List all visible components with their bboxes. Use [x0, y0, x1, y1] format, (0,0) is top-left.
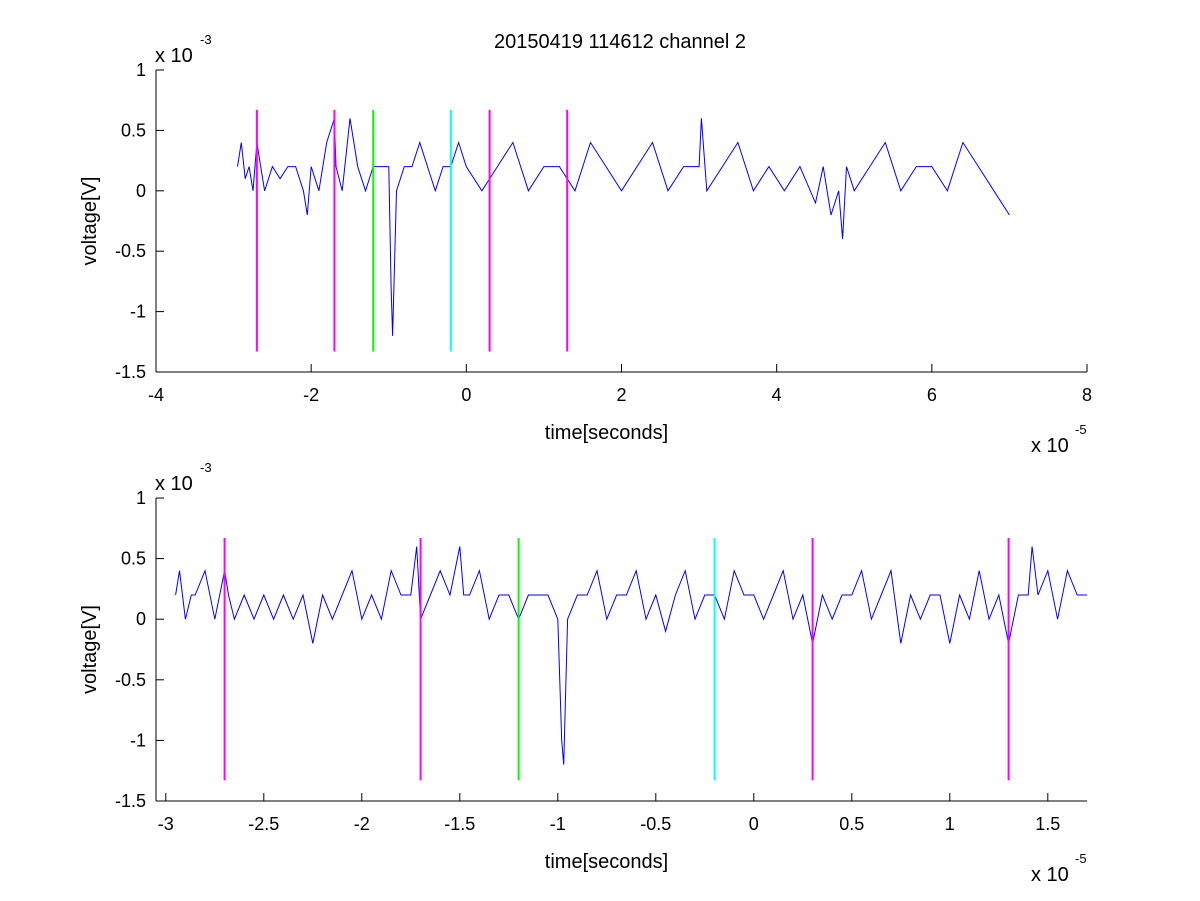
y-tick-label: 0 [136, 609, 146, 629]
x-multiplier-base: x 10 [1031, 435, 1069, 457]
bottom-plot: -3 -2.5 -2 -1.5 -1 -0.5 0 0.5 1 1.5 -1.5 -1 -0.5 0 0.5… [79, 460, 1087, 886]
y-tick-label: 0.5 [121, 549, 146, 569]
x-axis-label: time[seconds] [545, 851, 668, 873]
y-tick-label: -1.5 [115, 362, 146, 382]
y-axis-label: voltage[V] [79, 177, 101, 266]
y-tick-label: -1 [130, 302, 146, 322]
figure-title: 20150419 114612 channel 2 [494, 31, 746, 53]
x-tick-label: -1.5 [444, 814, 475, 834]
y-tick-label: 1 [136, 60, 146, 80]
x-tick-label: -3 [158, 814, 174, 834]
x-tick-label: -1 [550, 814, 566, 834]
x-tick-label: -2 [354, 814, 370, 834]
y-tick-label: 1 [136, 488, 146, 508]
y-multiplier-base: x 10 [155, 473, 193, 495]
x-tick-label: 0 [749, 814, 759, 834]
x-tick-label: -2.5 [248, 814, 279, 834]
x-tick-label: 6 [927, 385, 937, 405]
x-tick-label: -2 [303, 385, 319, 405]
x-tick-label: 0.5 [839, 814, 864, 834]
x-tick-label: 1 [945, 814, 955, 834]
y-axis-label: voltage[V] [79, 605, 101, 694]
voltage-trace [237, 118, 1010, 336]
voltage-trace [175, 546, 1087, 765]
y-multiplier-exponent: -3 [200, 32, 212, 47]
y-tick-label: 0.5 [121, 120, 146, 140]
x-tick-label: 1.5 [1035, 814, 1060, 834]
y-multiplier-base: x 10 [155, 45, 193, 67]
x-tick-label: 4 [772, 385, 782, 405]
y-tick-label: -0.5 [115, 241, 146, 261]
x-multiplier-exponent: -5 [1075, 422, 1087, 437]
y-tick-label: -0.5 [115, 670, 146, 690]
x-multiplier-base: x 10 [1031, 864, 1069, 886]
y-tick-label: 0 [136, 181, 146, 201]
top-plot: -4 -2 0 2 4 6 8 -1.5 -1 -0.5 0 0.5 1 time[seconds] vol… [79, 32, 1092, 457]
y-multiplier-exponent: -3 [200, 460, 212, 475]
x-multiplier-exponent: -5 [1075, 851, 1087, 866]
x-axis-label: time[seconds] [545, 422, 668, 444]
x-tick-label: -0.5 [640, 814, 671, 834]
y-tick-label: -1 [130, 730, 146, 750]
x-tick-label: 2 [616, 385, 626, 405]
x-tick-label: 0 [461, 385, 471, 405]
x-tick-label: -4 [148, 385, 164, 405]
x-tick-label: 8 [1082, 385, 1092, 405]
y-tick-label: -1.5 [115, 791, 146, 811]
